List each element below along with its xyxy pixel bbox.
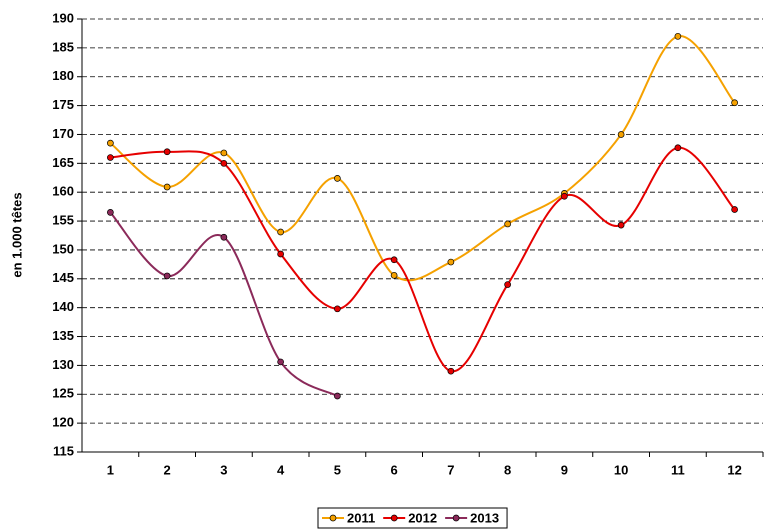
legend-marker bbox=[452, 514, 460, 522]
point bbox=[334, 174, 341, 182]
point bbox=[731, 206, 738, 213]
x-tick-label: 1 bbox=[107, 462, 114, 477]
y-tick-label: 145 bbox=[52, 270, 74, 285]
point bbox=[561, 192, 568, 200]
point bbox=[504, 220, 511, 228]
point bbox=[220, 233, 228, 241]
point bbox=[674, 32, 682, 40]
y-tick-label: 115 bbox=[53, 443, 74, 458]
y-tick-label: 140 bbox=[52, 299, 74, 314]
x-tick-label: 6 bbox=[391, 462, 398, 477]
y-tick-label: 160 bbox=[52, 184, 74, 199]
point bbox=[107, 154, 114, 161]
y-tick-label: 120 bbox=[52, 415, 74, 430]
x-tick-label: 2 bbox=[164, 462, 171, 477]
y-tick-label: 170 bbox=[52, 126, 74, 141]
point bbox=[390, 256, 398, 264]
x-tick-label: 8 bbox=[504, 462, 511, 477]
point bbox=[447, 367, 455, 375]
y-tick-label: 125 bbox=[52, 386, 74, 401]
point bbox=[504, 281, 511, 288]
legend-label: 2011 bbox=[347, 510, 375, 525]
x-tick-label: 9 bbox=[561, 462, 568, 477]
y-tick-label: 175 bbox=[52, 97, 74, 112]
legend-marker bbox=[329, 514, 337, 522]
point bbox=[163, 183, 171, 191]
legend-label: 2013 bbox=[470, 510, 499, 525]
point bbox=[277, 250, 284, 258]
x-tick-label: 11 bbox=[671, 462, 685, 477]
y-tick-label: 150 bbox=[52, 241, 74, 256]
y-tick-label: 180 bbox=[52, 68, 74, 83]
point bbox=[334, 392, 341, 400]
x-tick-label: 12 bbox=[727, 462, 741, 477]
x-tick-label: 4 bbox=[277, 462, 285, 477]
point bbox=[220, 159, 228, 167]
point bbox=[163, 148, 171, 156]
y-tick-label: 190 bbox=[52, 10, 74, 25]
x-tick-label: 5 bbox=[334, 462, 341, 477]
point bbox=[447, 258, 455, 266]
series-line bbox=[110, 146, 736, 373]
point bbox=[107, 209, 114, 216]
point bbox=[731, 99, 738, 107]
legend-box bbox=[317, 507, 508, 529]
y-tick-label: 130 bbox=[52, 357, 74, 372]
x-tick-label: 7 bbox=[447, 462, 454, 477]
y-axis-label: en 1.000 têtes bbox=[9, 192, 24, 277]
point bbox=[617, 131, 625, 138]
x-tick-label: 3 bbox=[220, 462, 227, 477]
y-tick-label: 155 bbox=[52, 213, 74, 228]
point bbox=[163, 272, 171, 280]
legend-marker bbox=[390, 514, 398, 522]
point bbox=[390, 271, 398, 279]
point bbox=[277, 358, 284, 366]
point bbox=[674, 144, 682, 152]
point bbox=[220, 149, 228, 157]
point bbox=[617, 221, 625, 229]
y-tick-label: 185 bbox=[52, 39, 74, 54]
y-tick-label: 135 bbox=[52, 328, 74, 343]
point bbox=[334, 305, 341, 313]
y-tick-label: 165 bbox=[52, 155, 74, 170]
point bbox=[107, 139, 114, 147]
legend-label: 2012 bbox=[408, 510, 437, 525]
point bbox=[277, 228, 284, 236]
x-tick-label: 10 bbox=[614, 462, 628, 477]
